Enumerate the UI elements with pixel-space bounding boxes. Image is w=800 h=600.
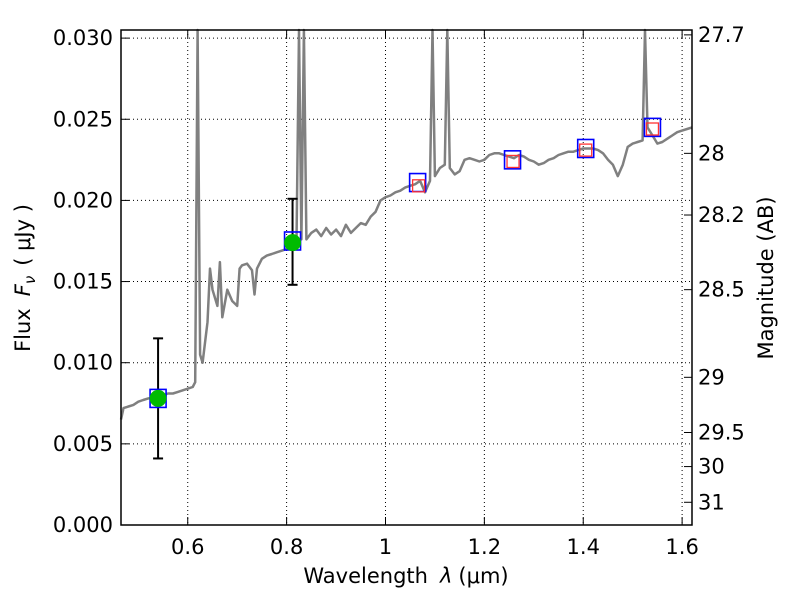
y-tick-label: 0.000 <box>53 513 113 537</box>
model-square-marker <box>576 138 595 159</box>
y2-tick-label: 30 <box>698 455 725 479</box>
x-tick-label: 0.6 <box>171 535 204 559</box>
photometry-markers <box>149 117 662 409</box>
y-tick-label: 0.005 <box>53 432 113 456</box>
limit-square-marker <box>579 143 593 157</box>
x-tick-label: 1.2 <box>468 535 501 559</box>
y-tick-label: 0.030 <box>53 26 113 50</box>
y-axis-label: FluxFν( μJy ) <box>11 204 39 352</box>
axis-ticks <box>121 30 692 526</box>
y-tick-label: 0.010 <box>53 351 113 375</box>
x-axis-label: Wavelength λ (μm) <box>303 564 508 588</box>
x-tick-label: 1 <box>379 535 392 559</box>
y2-tick-label: 28.2 <box>698 203 745 227</box>
observed-point-marker <box>284 234 302 252</box>
grid <box>121 30 692 526</box>
x-tick-label: 0.8 <box>270 535 303 559</box>
plot-frame <box>120 29 693 526</box>
tick-labels: 0.6 0.8 1 1.2 1.4 1.6 0.000 0.005 0.010 0.015 0.02… <box>53 23 745 559</box>
error-bars <box>153 197 298 460</box>
x-tick-label: 1.6 <box>665 535 698 559</box>
model-square-marker <box>643 117 662 138</box>
spectrum-series <box>119 28 693 420</box>
limit-square-marker <box>645 122 660 136</box>
y2-tick-label: 28.5 <box>698 278 745 302</box>
y2-tick-label: 28 <box>698 141 725 165</box>
observed-point-marker <box>149 389 167 407</box>
y2-axis-label: Magnitude (AB) <box>754 196 778 359</box>
limit-square-marker <box>411 179 426 193</box>
y-tick-label: 0.020 <box>53 188 113 212</box>
y2-tick-label: 31 <box>698 490 725 514</box>
y-tick-label: 0.015 <box>53 270 113 294</box>
model-square-marker <box>503 150 522 170</box>
spectrum-line <box>119 28 693 420</box>
y-tick-label: 0.025 <box>53 107 113 131</box>
y2-tick-label: 29 <box>698 365 725 389</box>
limit-square-marker <box>506 154 520 169</box>
x-tick-label: 1.4 <box>567 535 600 559</box>
y2-tick-label: 29.5 <box>698 420 745 444</box>
y2-tick-label: 27.7 <box>698 23 745 47</box>
